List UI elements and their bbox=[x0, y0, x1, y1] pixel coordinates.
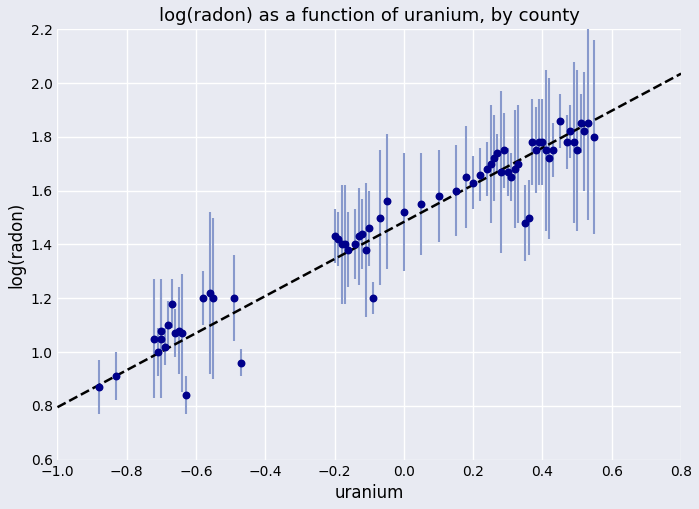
Point bbox=[547, 146, 559, 154]
Point bbox=[572, 146, 583, 154]
Point bbox=[568, 138, 579, 146]
Point bbox=[582, 119, 593, 127]
Point bbox=[499, 146, 510, 154]
Point bbox=[526, 138, 538, 146]
Point bbox=[450, 187, 461, 195]
Point bbox=[333, 235, 344, 243]
Point bbox=[523, 213, 534, 221]
Point bbox=[229, 294, 240, 302]
Point bbox=[540, 146, 552, 154]
Point bbox=[177, 329, 188, 337]
Point bbox=[489, 154, 500, 162]
Point bbox=[170, 329, 181, 337]
Point bbox=[533, 138, 545, 146]
Point bbox=[360, 246, 371, 254]
Point bbox=[350, 240, 361, 248]
Point bbox=[381, 197, 392, 206]
Point bbox=[492, 149, 503, 157]
Point bbox=[363, 224, 375, 233]
Point bbox=[166, 300, 178, 308]
Point bbox=[433, 192, 444, 200]
Point bbox=[589, 133, 600, 141]
Point bbox=[367, 294, 378, 302]
Point bbox=[579, 127, 590, 135]
Point bbox=[519, 219, 531, 227]
Point bbox=[204, 289, 215, 297]
Point bbox=[537, 138, 548, 146]
Point bbox=[152, 348, 164, 356]
X-axis label: uranium: uranium bbox=[335, 484, 404, 502]
Point bbox=[336, 240, 347, 248]
Point bbox=[475, 171, 486, 179]
Point bbox=[482, 165, 493, 173]
Point bbox=[544, 154, 555, 162]
Point bbox=[208, 294, 219, 302]
Point bbox=[340, 240, 351, 248]
Point bbox=[156, 326, 167, 334]
Point bbox=[554, 117, 565, 125]
Point bbox=[110, 372, 122, 380]
Point bbox=[236, 359, 247, 367]
Point bbox=[353, 232, 364, 240]
Point bbox=[94, 383, 105, 391]
Point bbox=[356, 230, 368, 238]
Point bbox=[180, 391, 192, 399]
Point bbox=[503, 168, 514, 176]
Point bbox=[530, 146, 541, 154]
Point bbox=[461, 173, 472, 181]
Point bbox=[163, 321, 174, 329]
Point bbox=[159, 343, 171, 351]
Point bbox=[197, 294, 208, 302]
Point bbox=[156, 334, 167, 343]
Point bbox=[512, 160, 524, 168]
Point bbox=[575, 119, 586, 127]
Point bbox=[416, 200, 427, 208]
Point bbox=[173, 326, 185, 334]
Point bbox=[149, 334, 160, 343]
Point bbox=[468, 179, 479, 187]
Point bbox=[561, 138, 572, 146]
Point bbox=[398, 208, 410, 216]
Title: log(radon) as a function of uranium, by county: log(radon) as a function of uranium, by … bbox=[159, 7, 579, 25]
Point bbox=[343, 246, 354, 254]
Point bbox=[329, 232, 340, 240]
Point bbox=[485, 160, 496, 168]
Point bbox=[505, 173, 517, 181]
Point bbox=[374, 213, 385, 221]
Y-axis label: log(radon): log(radon) bbox=[7, 202, 25, 288]
Point bbox=[496, 168, 507, 176]
Point bbox=[509, 165, 520, 173]
Point bbox=[565, 127, 576, 135]
